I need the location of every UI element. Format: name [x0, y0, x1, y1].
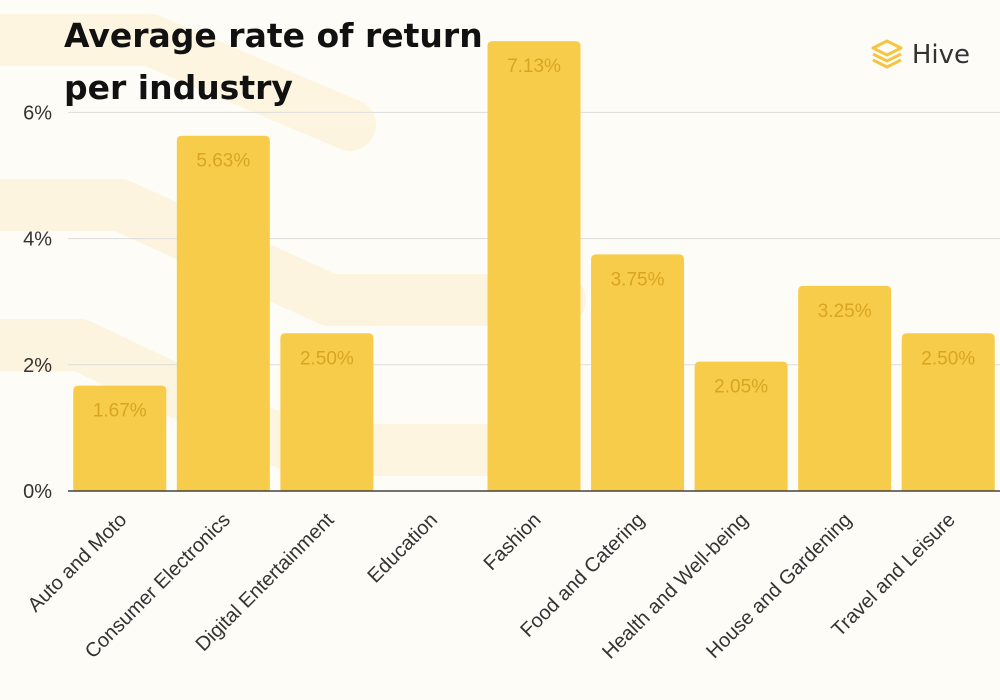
bar-value-label: 3.25%: [818, 301, 872, 322]
bar: [901, 333, 995, 491]
bar-value-label: 3.75%: [611, 269, 665, 290]
x-tick-label: Auto and Moto: [24, 509, 132, 617]
chart-title: Average rate of return per industry: [64, 10, 494, 114]
bar-value-label: 5.63%: [196, 151, 250, 172]
bar-value-label: 2.05%: [714, 377, 768, 398]
y-tick-label: 6%: [23, 102, 52, 124]
bar: [487, 41, 581, 492]
bar: [798, 285, 892, 491]
y-tick-label: 2%: [23, 355, 52, 377]
x-tick-label: Fashion: [480, 509, 546, 575]
brand-logo: Hive: [870, 38, 970, 72]
brand-name: Hive: [911, 40, 970, 70]
bar-value-label: 1.67%: [93, 401, 147, 422]
y-tick-label: 4%: [23, 229, 52, 251]
bar: [591, 254, 685, 491]
stacked-layers-icon: [871, 39, 903, 69]
title-line-1: Average rate of return: [64, 16, 483, 55]
bar: [280, 333, 374, 491]
bar: [176, 135, 270, 491]
bar-value-label: 7.13%: [507, 56, 561, 77]
bar: [694, 361, 788, 491]
y-tick-label: 0%: [23, 481, 52, 503]
bar-value-label: 2.50%: [300, 348, 354, 369]
bar-value-label: 2.50%: [921, 348, 975, 369]
bar: [73, 385, 167, 491]
x-tick-label: Education: [364, 509, 442, 587]
title-line-2: per industry: [64, 68, 293, 107]
